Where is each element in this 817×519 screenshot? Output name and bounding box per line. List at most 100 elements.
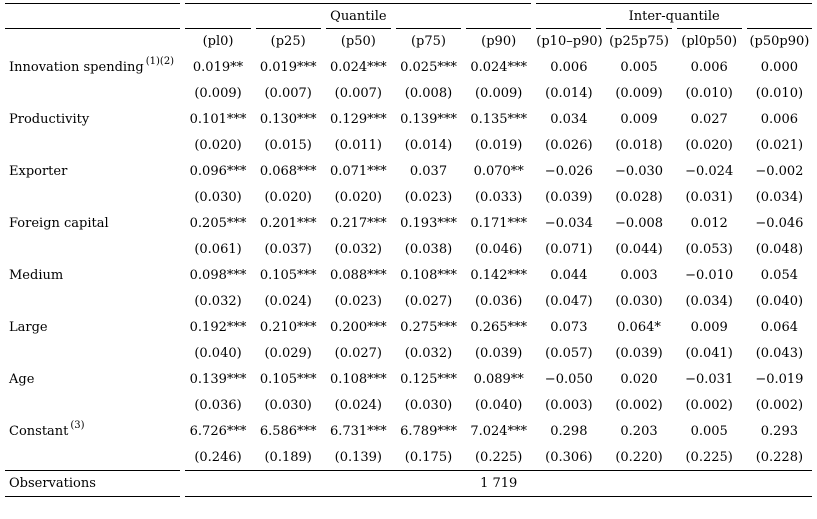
row-label-superscript: (1)(2) <box>145 56 175 68</box>
stderr-cell: (0.023) <box>334 293 383 309</box>
coefficient-cell: 0.125*** <box>400 371 457 387</box>
stderr-cell: (0.010) <box>755 85 804 101</box>
coefficient-cell: 0.201*** <box>259 215 317 231</box>
coefficient-cell: 0.024*** <box>329 59 387 75</box>
stderr-cell: (0.020) <box>334 189 383 205</box>
coefficient-cell: −0.030 <box>614 163 664 179</box>
stderr-row: (0.030) (0.020) (0.020) (0.023) (0.033) (0.03… <box>5 184 812 210</box>
coefficient-cell: 0.193*** <box>400 215 457 231</box>
coefficient-cell: 0.000 <box>760 59 798 75</box>
coefficient-cell: −0.026 <box>544 163 593 179</box>
coefficient-cell: 0.088*** <box>329 267 387 283</box>
stderr-cell: (0.228) <box>755 449 804 465</box>
coefficient-cell: 0.019** <box>192 59 244 75</box>
stderr-cell: (0.021) <box>755 137 804 153</box>
stderr-cell: (0.039) <box>545 189 593 205</box>
column-header-row: (pl0) (p25) (p50) (p75) (p90) (p10–p90) … <box>5 28 812 54</box>
row-label-text: Innovation spending <box>9 59 144 75</box>
stderr-cell: (0.009) <box>194 85 242 101</box>
stderr-cell: (0.044) <box>615 241 663 257</box>
stderr-cell: (0.038) <box>404 241 453 257</box>
corner-cell-lower <box>5 28 181 54</box>
row-label-text: Medium <box>9 267 64 283</box>
coefficient-cell: 6.789*** <box>400 423 457 439</box>
stderr-cell: (0.020) <box>264 189 312 205</box>
row-label-text: Constant <box>9 423 69 439</box>
stderr-cell: (0.024) <box>334 397 383 413</box>
stderr-cell: (0.030) <box>194 189 242 205</box>
stderr-cell: (0.026) <box>545 137 593 153</box>
coefficient-row: Large 0.192*** 0.210*** 0.200*** 0.275*** 0.2… <box>5 314 812 340</box>
coefficient-cell: 0.064 <box>760 319 798 335</box>
coefficient-cell: 0.139*** <box>400 111 457 127</box>
coefficient-cell: 0.108*** <box>329 371 387 387</box>
stderr-cell: (0.048) <box>755 241 804 257</box>
coefficient-cell: 0.130*** <box>259 111 317 127</box>
column-header-p10: (pl0) <box>185 28 251 54</box>
row-label-text: Foreign capital <box>9 215 109 231</box>
column-header-p25p75: (p25p75) <box>606 28 672 54</box>
row-label-text: Large <box>9 319 48 335</box>
stderr-row: (0.020) (0.015) (0.011) (0.014) (0.019) (0.02… <box>5 132 812 158</box>
stderr-cell: (0.018) <box>615 137 663 153</box>
stderr-cell: (0.246) <box>194 449 242 465</box>
coefficient-cell: 6.586*** <box>259 423 317 439</box>
stderr-cell: (0.002) <box>615 397 663 413</box>
coefficient-row: Foreign capital 0.205*** 0.201*** 0.217*** 0… <box>5 210 812 236</box>
stderr-cell: (0.020) <box>194 137 242 153</box>
coefficient-cell: 0.027 <box>690 111 728 127</box>
row-label: Exporter <box>5 158 180 184</box>
stderr-cell: (0.175) <box>404 449 453 465</box>
stderr-cell: (0.034) <box>685 293 733 309</box>
coefficient-cell: 0.105*** <box>259 371 317 387</box>
stderr-row: (0.032) (0.024) (0.023) (0.027) (0.036) (0.04… <box>5 288 812 314</box>
stderr-cell: (0.014) <box>545 85 593 101</box>
stderr-cell: (0.047) <box>545 293 593 309</box>
coefficient-cell: 0.006 <box>550 59 588 75</box>
stderr-cell: (0.014) <box>404 137 453 153</box>
stderr-cell: (0.220) <box>615 449 663 465</box>
row-label-empty <box>5 184 180 210</box>
stderr-cell: (0.306) <box>545 449 593 465</box>
coefficient-cell: 0.068*** <box>259 163 317 179</box>
row-label-text: Age <box>9 371 35 387</box>
stderr-cell: (0.008) <box>404 85 453 101</box>
coefficient-cell: 0.020 <box>620 371 658 387</box>
stderr-cell: (0.036) <box>474 293 523 309</box>
coefficient-cell: 0.025*** <box>400 59 457 75</box>
coefficient-cell: 0.009 <box>620 111 658 127</box>
stderr-cell: (0.040) <box>474 397 523 413</box>
stderr-cell: (0.225) <box>474 449 523 465</box>
coefficient-cell: 0.203 <box>620 423 658 439</box>
stderr-cell: (0.024) <box>264 293 312 309</box>
row-label-text: Productivity <box>9 111 90 127</box>
stderr-row: (0.040) (0.029) (0.027) (0.032) (0.039) (0.05… <box>5 340 812 366</box>
column-header-p50p90: (p50p90) <box>746 28 812 54</box>
row-label: Constant (3) <box>5 418 180 444</box>
coefficient-cell: 0.005 <box>620 59 658 75</box>
regression-table: Quantile Inter-quantile (pl0) (p25) (p50… <box>0 3 817 497</box>
column-header-p50: (p50) <box>325 28 391 54</box>
stderr-cell: (0.033) <box>474 189 523 205</box>
stderr-row: (0.061) (0.037) (0.032) (0.038) (0.046) (0.07… <box>5 236 812 262</box>
stderr-cell: (0.011) <box>334 137 383 153</box>
coefficient-cell: 0.205*** <box>189 215 247 231</box>
coefficient-cell: 0.293 <box>760 423 798 439</box>
coefficient-row: Productivity 0.101*** 0.130*** 0.129*** 0.13… <box>5 106 812 132</box>
coefficient-cell: 0.101*** <box>189 111 247 127</box>
stderr-cell: (0.030) <box>615 293 663 309</box>
coefficient-cell: 0.192*** <box>189 319 247 335</box>
coefficient-cell: −0.046 <box>755 215 804 231</box>
stderr-cell: (0.009) <box>615 85 663 101</box>
stderr-cell: (0.031) <box>685 189 733 205</box>
coefficient-cell: 0.089** <box>473 371 524 387</box>
coefficient-cell: 6.726*** <box>189 423 247 439</box>
stderr-row: (0.246) (0.189) (0.139) (0.175) (0.225) (0.30… <box>5 444 812 470</box>
row-label: Large <box>5 314 180 340</box>
coefficient-cell: 0.044 <box>550 267 588 283</box>
coefficient-cell: 0.096*** <box>189 163 247 179</box>
coefficient-cell: −0.010 <box>685 267 734 283</box>
stderr-cell: (0.189) <box>264 449 312 465</box>
observations-value: 1 719 <box>185 470 812 497</box>
coefficient-cell: 0.217*** <box>329 215 387 231</box>
